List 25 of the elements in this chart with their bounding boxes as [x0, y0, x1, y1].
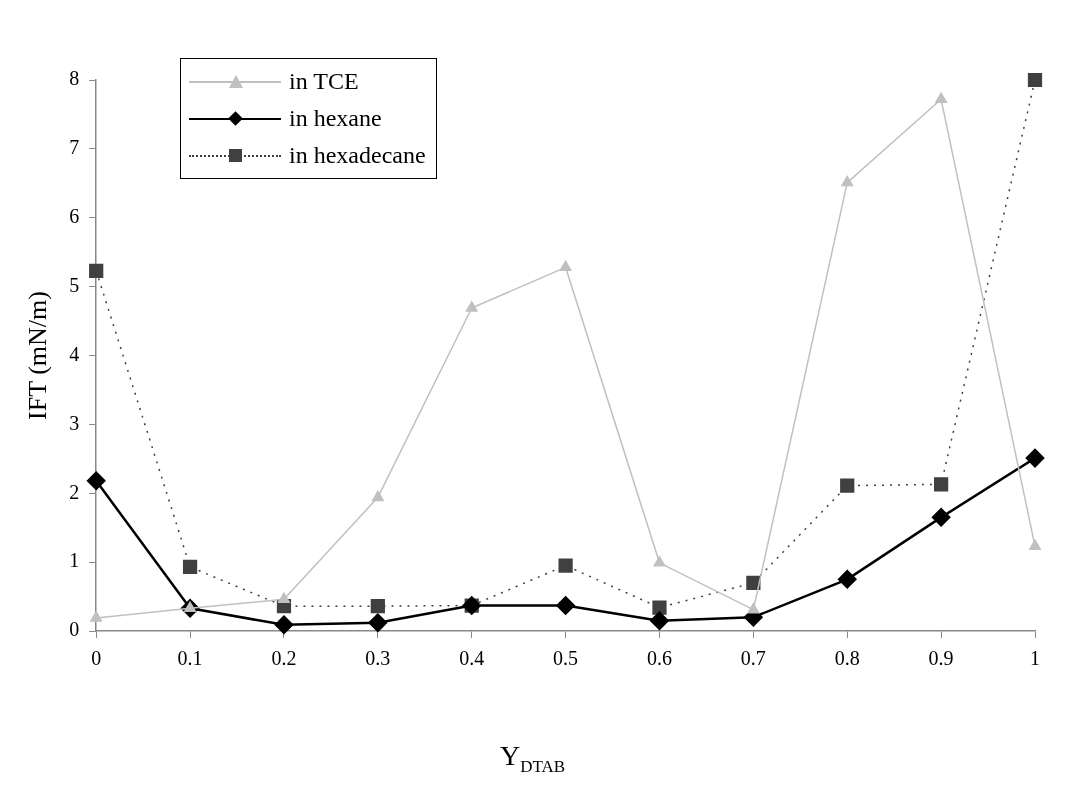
y-tick-label: 1: [69, 549, 80, 572]
y-tick-label: 0: [69, 618, 80, 641]
x-tick-label: 0.9: [928, 647, 954, 670]
y-tick-label: 6: [69, 205, 80, 227]
x-tick-label: 0.6: [646, 647, 672, 670]
legend-label: in hexane: [289, 105, 382, 132]
y-tick-label: 2: [69, 480, 80, 503]
y-tick-label: 3: [69, 411, 80, 434]
legend-label: in hexadecane: [289, 142, 426, 169]
y-axis-title: IFT (mN/m): [23, 291, 53, 420]
y-tick-label: 5: [69, 273, 80, 296]
x-tick-label: 0.1: [177, 647, 203, 670]
x-tick-label: 1: [1030, 647, 1040, 670]
x-tick-label: 0.4: [459, 647, 485, 670]
x-tick-label: 0.3: [365, 647, 391, 670]
x-tick-label: 0.2: [271, 647, 297, 670]
y-tick-label: 8: [69, 67, 80, 90]
y-tick-label: 4: [69, 342, 80, 365]
x-axis-title: Y$_{DTAB}$: [498, 740, 567, 777]
y-tick-label: 7: [69, 136, 80, 159]
x-tick-label: 0.5: [553, 647, 579, 670]
x-tick-label: 0.8: [834, 647, 860, 670]
x-tick-label: 0.7: [740, 647, 766, 670]
x-tick-label: 0: [91, 647, 102, 670]
legend-label: in TCE: [289, 68, 359, 95]
